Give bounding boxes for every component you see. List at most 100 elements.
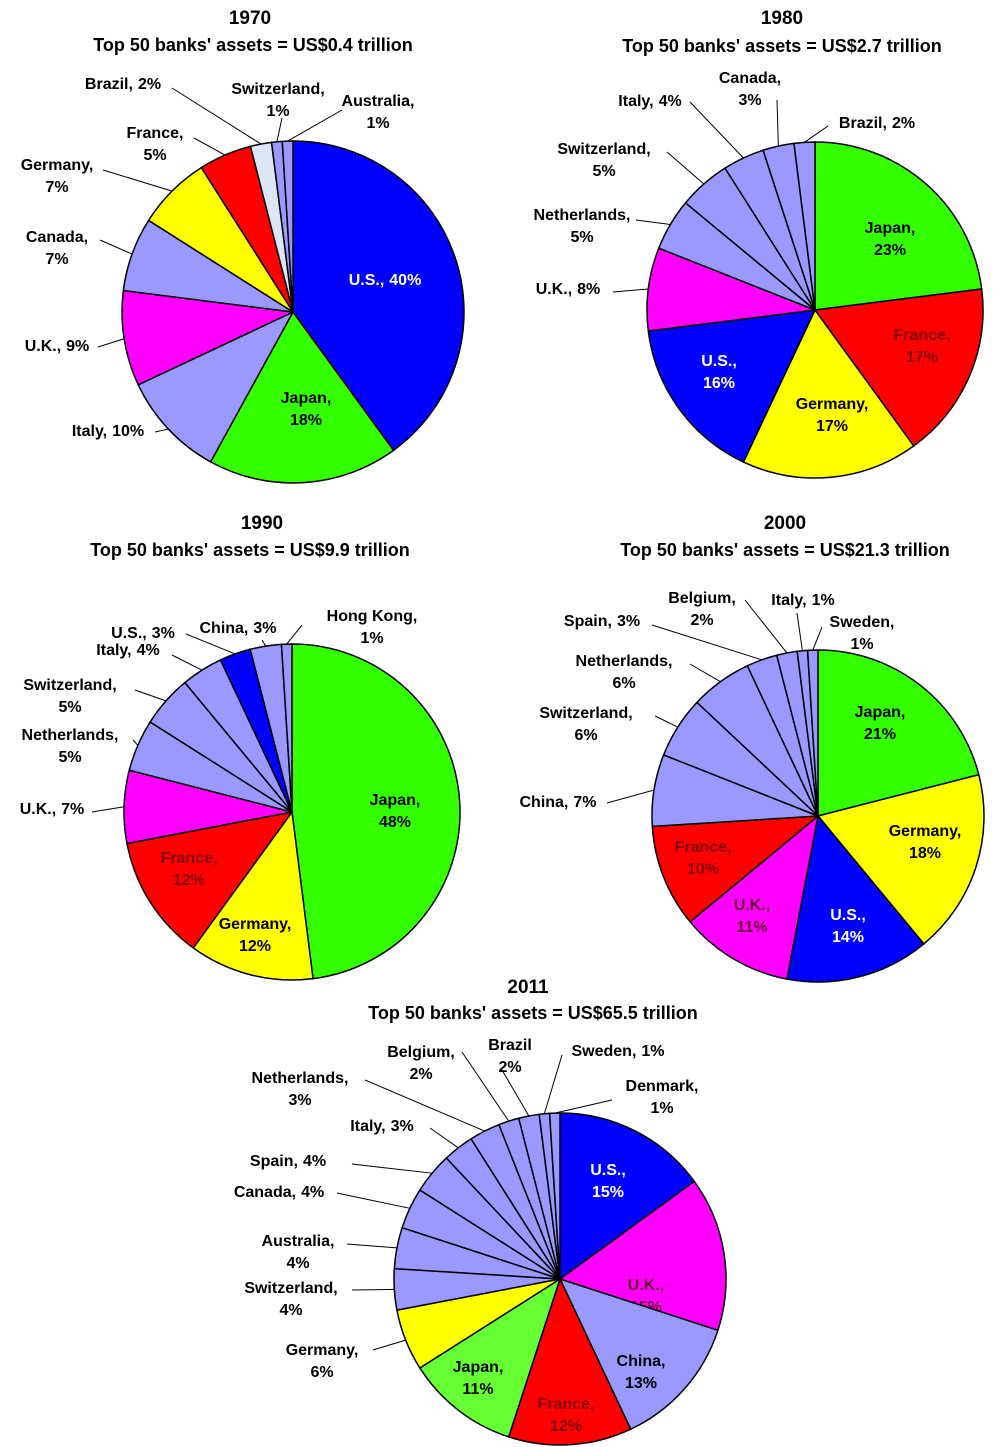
leader-line bbox=[554, 1099, 613, 1114]
label-category: China, bbox=[519, 794, 568, 811]
label-category: Switzerland, bbox=[244, 1280, 337, 1297]
label-category: France, bbox=[675, 839, 732, 856]
label-category: U.S., bbox=[701, 353, 737, 370]
slice-label: Brazil, 2% bbox=[839, 115, 915, 132]
label-value: 1% bbox=[650, 1100, 673, 1117]
label-value: 12% bbox=[239, 938, 271, 955]
slice-label: France, 5% bbox=[127, 125, 184, 164]
chart-subtitle: Top 50 banks' assets = US$0.4 trillion bbox=[93, 35, 413, 55]
label-category: Italy, bbox=[96, 642, 131, 659]
label-category: Switzerland, bbox=[557, 141, 650, 158]
leader-line bbox=[346, 1243, 397, 1249]
label-category: Canada, bbox=[26, 229, 88, 246]
label-value: 1% bbox=[360, 630, 383, 647]
chart-title: 1990 bbox=[241, 513, 283, 534]
chart-title: 1970 bbox=[229, 8, 271, 29]
leader-line bbox=[99, 239, 133, 255]
label-category: U.K., bbox=[536, 281, 572, 298]
slice-label: Germany, 18% bbox=[889, 823, 962, 862]
leader-line bbox=[635, 219, 671, 225]
label-category: Hong Kong, bbox=[327, 608, 418, 625]
label-category: Germany, bbox=[21, 157, 94, 174]
leader-line bbox=[154, 428, 169, 433]
label-value: 10% bbox=[112, 423, 144, 440]
pie-slice bbox=[507, 1276, 632, 1446]
leader-line bbox=[461, 1051, 510, 1122]
label-value: 1% bbox=[366, 115, 389, 132]
leader-line bbox=[364, 1079, 485, 1132]
leader-line bbox=[689, 663, 721, 683]
label-category: U.S., bbox=[590, 1162, 626, 1179]
label-value: 3% bbox=[253, 620, 276, 637]
label-value: 2% bbox=[690, 612, 713, 629]
label-value: 3% bbox=[288, 1092, 311, 1109]
leader-line bbox=[261, 639, 267, 647]
slice-label: U.S., 15% bbox=[590, 1162, 626, 1201]
slice-label: Italy, 4% bbox=[618, 93, 681, 110]
label-value: 5% bbox=[143, 147, 166, 164]
slice-label: Italy, 4% bbox=[96, 642, 159, 659]
label-category: Germany, bbox=[286, 1342, 359, 1359]
label-category: China, bbox=[199, 620, 248, 637]
slice-label: Switzerland, 4% bbox=[244, 1280, 337, 1319]
label-value: 3% bbox=[152, 625, 175, 642]
label-category: Italy, bbox=[618, 93, 653, 110]
label-category: Japan, bbox=[370, 792, 421, 809]
slice-label: Switzerland, 5% bbox=[557, 141, 650, 180]
label-category: Switzerland, bbox=[231, 81, 324, 98]
slice-label: Germany, 7% bbox=[21, 157, 94, 196]
label-category: Netherlands, bbox=[534, 207, 631, 224]
pie-slice bbox=[126, 810, 294, 949]
label-value: 1% bbox=[641, 1043, 664, 1060]
leader-line bbox=[171, 654, 203, 671]
slice-label: Netherlands, 3% bbox=[252, 1070, 349, 1109]
label-value: 17% bbox=[816, 418, 848, 435]
label-category: France, bbox=[161, 850, 218, 867]
label-value: 5% bbox=[58, 749, 81, 766]
label-category: Italy, bbox=[72, 423, 107, 440]
label-category: U.K., bbox=[628, 1277, 664, 1294]
pie-slice bbox=[817, 649, 980, 817]
label-value: 2% bbox=[409, 1066, 432, 1083]
slice-label: Belgium, 2% bbox=[387, 1044, 455, 1083]
label-value: 2% bbox=[498, 1059, 521, 1076]
label-value: 11% bbox=[736, 919, 767, 936]
leader-line bbox=[651, 624, 762, 661]
label-value: 40% bbox=[389, 272, 421, 289]
leader-line bbox=[666, 151, 705, 185]
slice-label: Germany, 17% bbox=[796, 396, 869, 435]
label-category: Netherlands, bbox=[22, 727, 119, 744]
label-value: 18% bbox=[290, 412, 322, 429]
leader-line bbox=[804, 125, 829, 143]
leader-line bbox=[654, 715, 679, 728]
label-value: 5% bbox=[570, 229, 593, 246]
pie-slice bbox=[209, 310, 395, 484]
label-value: 13% bbox=[625, 1375, 657, 1392]
slice-label: Brazil, 2% bbox=[85, 76, 161, 93]
leader-line bbox=[429, 1127, 459, 1149]
slice-label: U.K., 8% bbox=[536, 281, 601, 298]
label-category: Japan, bbox=[865, 220, 916, 237]
label-category: U.S., bbox=[111, 625, 147, 642]
pie-chart: 2011 Top 50 banks' assets = US$65.5 trill… bbox=[234, 977, 727, 1446]
label-category: Italy, bbox=[771, 592, 806, 609]
slice-label: Belgium, 2% bbox=[668, 590, 736, 629]
label-value: 6% bbox=[310, 1364, 333, 1381]
pie-slice bbox=[559, 1112, 696, 1281]
label-category: Netherlands, bbox=[252, 1070, 349, 1087]
chart-subtitle: Top 50 banks' assets = US$2.7 trillion bbox=[622, 36, 942, 56]
label-category: Switzerland, bbox=[539, 705, 632, 722]
leader-line bbox=[776, 99, 779, 147]
slice-label: Canada, 3% bbox=[719, 70, 781, 109]
label-value: 3% bbox=[617, 613, 640, 630]
slice-label: Italy, 10% bbox=[72, 423, 144, 440]
label-category: U.K., bbox=[734, 897, 770, 914]
label-category: Belgium, bbox=[387, 1044, 455, 1061]
label-value: 4% bbox=[301, 1184, 324, 1201]
label-category: Sweden, bbox=[571, 1043, 636, 1060]
pie-slice bbox=[806, 649, 819, 817]
chart-title: 2000 bbox=[764, 513, 806, 534]
pie-slice bbox=[558, 1180, 727, 1332]
label-value: 4% bbox=[137, 642, 160, 659]
